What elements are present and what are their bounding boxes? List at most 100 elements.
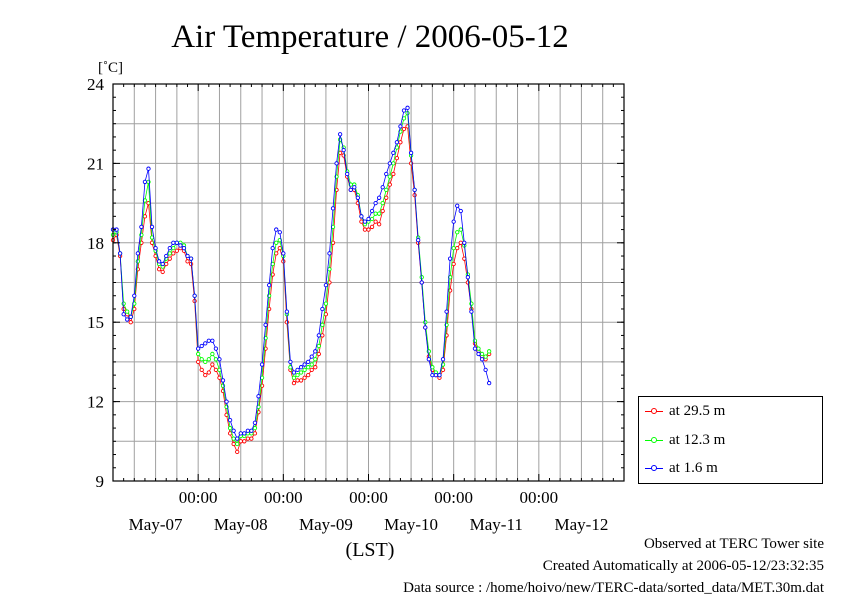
data-point bbox=[366, 227, 371, 232]
data-point bbox=[394, 140, 400, 145]
data-point bbox=[295, 367, 300, 372]
data-point bbox=[302, 367, 307, 372]
axes: 9 12 15 18 21 24 00:00 00:00 00:00 00:00 00:00 May-… bbox=[87, 75, 625, 534]
data-point bbox=[380, 185, 385, 190]
data-point bbox=[316, 333, 321, 338]
data-point bbox=[306, 365, 311, 370]
data-point bbox=[352, 185, 357, 190]
data-point bbox=[270, 245, 275, 251]
data-point bbox=[192, 293, 197, 298]
data-point bbox=[167, 256, 172, 261]
data-point bbox=[256, 394, 261, 399]
data-point bbox=[291, 380, 297, 386]
data-point bbox=[334, 161, 339, 166]
data-point bbox=[199, 343, 204, 349]
data-point bbox=[167, 245, 172, 251]
x-tick-label: 00:00 bbox=[434, 488, 473, 507]
footer-created-timestamp: Created Automatically at 2006-05-12/23:3… bbox=[542, 558, 824, 574]
data-point bbox=[235, 449, 240, 455]
data-point bbox=[217, 357, 222, 362]
data-point bbox=[337, 132, 343, 137]
data-point bbox=[227, 425, 233, 431]
data-point bbox=[160, 269, 165, 275]
data-point bbox=[306, 359, 311, 365]
date-label: May-11 bbox=[470, 515, 523, 534]
data-point bbox=[391, 161, 396, 166]
data-point bbox=[227, 417, 233, 423]
data-point bbox=[185, 253, 190, 259]
data-point bbox=[238, 439, 243, 444]
data-point bbox=[384, 187, 389, 193]
data-point bbox=[274, 240, 279, 245]
legend-label: at 12.3 m bbox=[669, 431, 726, 448]
data-point bbox=[455, 203, 460, 208]
footer-observed-site: Observed at TERC Tower site bbox=[643, 536, 824, 552]
data-point bbox=[245, 428, 250, 433]
x-tick-label: 00:00 bbox=[179, 488, 218, 507]
data-point bbox=[263, 322, 268, 327]
data-point bbox=[483, 354, 488, 359]
data-point bbox=[206, 370, 211, 375]
data-point bbox=[220, 378, 226, 383]
data-point bbox=[479, 351, 485, 357]
data-point bbox=[373, 211, 378, 216]
data-point bbox=[398, 124, 403, 129]
date-label: May-08 bbox=[214, 515, 268, 534]
x-tick-label: 00:00 bbox=[349, 488, 388, 507]
data-point bbox=[188, 256, 194, 261]
data-point bbox=[171, 245, 176, 251]
data-point bbox=[203, 341, 208, 346]
y-tick-label: 21 bbox=[87, 154, 104, 173]
legend-item-12-3m: at 12.3 m bbox=[645, 430, 725, 450]
y-tick-label: 24 bbox=[87, 75, 105, 94]
data-point bbox=[323, 301, 329, 306]
data-point bbox=[245, 436, 250, 441]
data-point bbox=[376, 211, 382, 216]
data-point bbox=[359, 214, 364, 219]
data-point bbox=[447, 256, 453, 261]
data-point bbox=[362, 219, 368, 224]
data-point bbox=[444, 309, 449, 314]
data-point bbox=[401, 126, 407, 132]
date-label: May-12 bbox=[555, 515, 609, 534]
data-point bbox=[472, 346, 478, 351]
data-point bbox=[398, 140, 403, 145]
data-point bbox=[384, 195, 389, 200]
data-point bbox=[479, 357, 485, 362]
plot-series bbox=[110, 105, 492, 455]
data-point bbox=[174, 240, 180, 245]
data-point bbox=[394, 155, 400, 161]
footer-data-source: Data source : /home/hoivo/new/TERC-data/… bbox=[403, 580, 824, 596]
data-point bbox=[203, 359, 208, 365]
data-point bbox=[231, 436, 236, 441]
legend-item-1-6m: at 1.6 m bbox=[645, 458, 718, 478]
data-point bbox=[391, 150, 396, 155]
data-point bbox=[451, 261, 456, 267]
data-point bbox=[231, 441, 236, 447]
data-point bbox=[291, 370, 297, 375]
data-point bbox=[185, 259, 190, 264]
grid bbox=[113, 84, 624, 481]
data-point bbox=[252, 420, 258, 425]
legend-marker-green bbox=[645, 434, 663, 446]
y-tick-label: 18 bbox=[87, 234, 104, 253]
data-point bbox=[309, 367, 314, 372]
data-point bbox=[242, 439, 247, 444]
data-point bbox=[384, 171, 389, 177]
data-point bbox=[483, 367, 488, 372]
data-point bbox=[174, 248, 180, 253]
data-point bbox=[327, 251, 332, 256]
data-point bbox=[128, 314, 133, 320]
data-point bbox=[249, 436, 254, 441]
data-point bbox=[142, 179, 148, 185]
data-point bbox=[206, 357, 211, 362]
data-point bbox=[355, 195, 361, 200]
data-point bbox=[391, 171, 396, 177]
data-point bbox=[121, 312, 126, 317]
data-point bbox=[135, 259, 140, 264]
data-point bbox=[224, 399, 229, 404]
x-tick-label: 00:00 bbox=[264, 488, 303, 507]
legend-marker-red bbox=[645, 405, 663, 417]
data-point bbox=[455, 245, 460, 251]
y-unit-label: [˚C] bbox=[98, 60, 123, 76]
